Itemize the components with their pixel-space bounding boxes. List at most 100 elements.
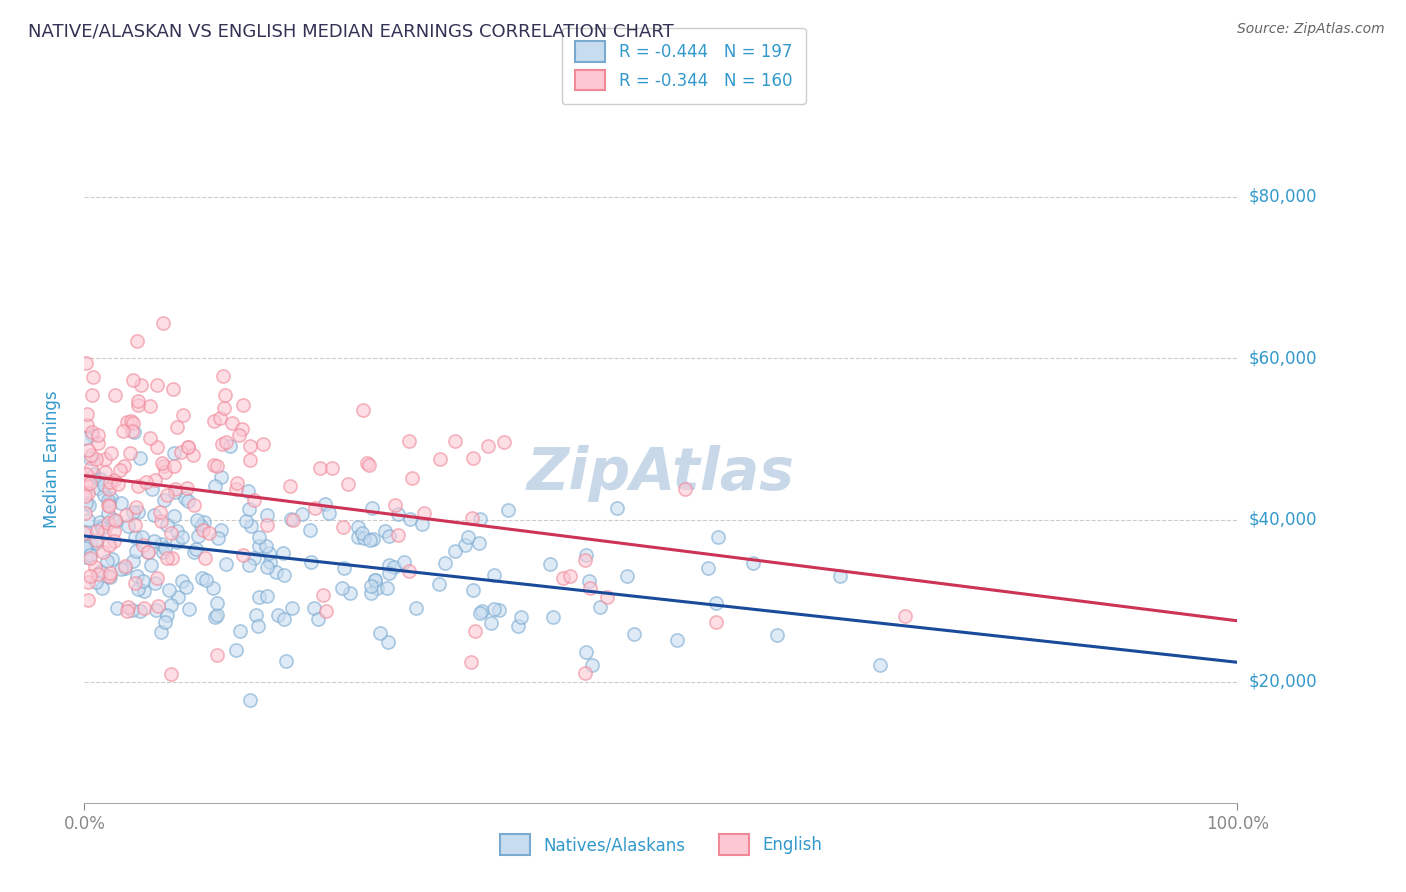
Point — [484, 602, 506, 616]
Point — [167, 591, 190, 605]
Point — [212, 401, 235, 415]
Point — [360, 501, 382, 516]
Point — [75, 549, 97, 564]
Point — [707, 530, 730, 544]
Point — [239, 453, 262, 467]
Point — [247, 539, 270, 553]
Point — [209, 470, 232, 484]
Point — [190, 519, 212, 533]
Point — [207, 596, 229, 610]
Point — [94, 452, 117, 467]
Point — [382, 560, 405, 574]
Point — [75, 431, 97, 445]
Point — [228, 624, 250, 639]
Point — [347, 530, 370, 544]
Point — [706, 615, 728, 629]
Point — [101, 512, 124, 526]
Point — [105, 601, 128, 615]
Point — [128, 604, 150, 618]
Point — [110, 496, 132, 510]
Point — [252, 437, 274, 451]
Point — [163, 485, 186, 500]
Point — [183, 498, 205, 512]
Point — [443, 543, 465, 558]
Point — [256, 589, 278, 603]
Point — [73, 489, 96, 503]
Point — [127, 505, 149, 519]
Point — [247, 590, 270, 604]
Point — [122, 416, 145, 430]
Point — [207, 458, 229, 473]
Text: $20,000: $20,000 — [1249, 673, 1317, 690]
Point — [427, 576, 450, 591]
Text: $60,000: $60,000 — [1249, 350, 1317, 368]
Point — [364, 573, 387, 587]
Point — [89, 515, 111, 529]
Text: NATIVE/ALASKAN VS ENGLISH MEDIAN EARNINGS CORRELATION CHART: NATIVE/ALASKAN VS ENGLISH MEDIAN EARNING… — [28, 22, 673, 40]
Point — [384, 498, 406, 512]
Point — [79, 569, 101, 583]
Point — [401, 471, 423, 485]
Point — [96, 554, 118, 568]
Point — [242, 492, 264, 507]
Point — [574, 552, 596, 566]
Point — [103, 473, 125, 487]
Point — [166, 524, 188, 538]
Point — [374, 524, 396, 538]
Point — [209, 523, 232, 537]
Point — [115, 415, 138, 429]
Point — [75, 356, 97, 370]
Point — [93, 525, 115, 540]
Point — [538, 557, 561, 571]
Point — [254, 539, 277, 553]
Point — [80, 448, 103, 462]
Point — [143, 508, 166, 522]
Point — [166, 420, 188, 434]
Point — [75, 467, 97, 481]
Text: $80,000: $80,000 — [1249, 187, 1317, 206]
Point — [104, 388, 127, 402]
Point — [127, 479, 149, 493]
Point — [509, 610, 531, 624]
Point — [98, 475, 121, 489]
Point — [153, 541, 176, 555]
Point — [298, 523, 321, 537]
Point — [315, 604, 337, 618]
Point — [198, 526, 221, 541]
Point — [115, 508, 138, 522]
Point — [312, 588, 335, 602]
Point — [120, 414, 142, 428]
Point — [77, 592, 100, 607]
Point — [359, 458, 381, 472]
Point — [464, 624, 486, 638]
Point — [174, 580, 197, 594]
Point — [142, 533, 165, 548]
Point — [141, 482, 163, 496]
Point — [163, 483, 186, 497]
Point — [97, 492, 120, 507]
Point — [412, 506, 434, 520]
Point — [398, 564, 420, 578]
Point — [121, 603, 143, 617]
Point — [271, 546, 294, 560]
Point — [444, 434, 467, 448]
Point — [339, 586, 361, 600]
Point — [830, 569, 852, 583]
Point — [177, 440, 200, 454]
Point — [127, 582, 149, 597]
Point — [114, 561, 136, 575]
Point — [352, 526, 374, 541]
Point — [457, 531, 479, 545]
Point — [183, 448, 205, 462]
Point — [247, 531, 270, 545]
Point — [97, 506, 120, 520]
Point — [135, 475, 157, 489]
Point — [193, 523, 215, 537]
Point — [361, 532, 384, 546]
Point — [79, 451, 101, 466]
Point — [765, 628, 787, 642]
Point — [560, 568, 582, 582]
Point — [433, 556, 456, 570]
Point — [333, 560, 356, 574]
Point — [97, 500, 120, 514]
